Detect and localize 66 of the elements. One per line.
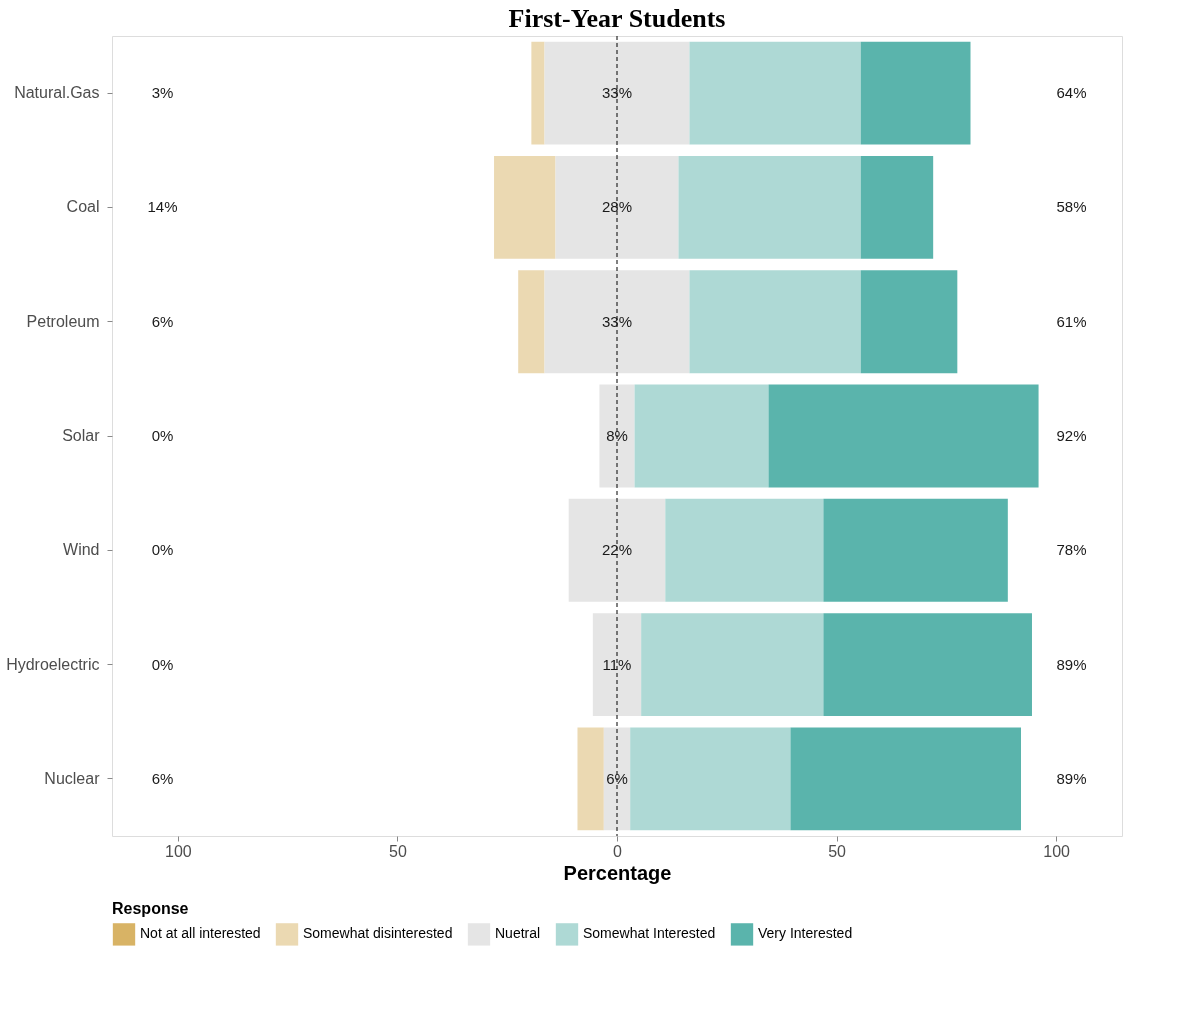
annotation: 92% (1056, 427, 1087, 444)
bar (634, 384, 769, 488)
annotation: 3% (151, 84, 174, 102)
y-tick-label: Solar (62, 427, 101, 444)
legend-label: Somewhat Interested (583, 925, 716, 942)
annotation: 0% (151, 541, 174, 559)
bar (641, 613, 824, 716)
y-tick-label: Petroleum (26, 312, 100, 330)
bar (630, 727, 791, 831)
bar (665, 498, 824, 602)
legend-label: Somewhat disinterested (303, 925, 453, 942)
bar (603, 727, 631, 831)
y-tick-label: Coal (66, 198, 100, 216)
annotation: 58% (1056, 198, 1087, 216)
y-tick-label: Hydroelectric (6, 655, 100, 673)
annotation: 6% (151, 769, 174, 787)
bar (544, 270, 690, 374)
annotation: 6% (151, 312, 174, 330)
legend-title: Response (112, 900, 189, 917)
data-label: 6% (606, 769, 628, 787)
bar (531, 41, 545, 145)
bar (599, 384, 635, 488)
bar (790, 727, 1021, 831)
annotation: 78% (1056, 541, 1087, 559)
data-label: 33% (601, 312, 633, 330)
bar (518, 270, 545, 374)
annotation: 89% (1056, 769, 1087, 787)
bar (823, 498, 1008, 602)
bar (860, 156, 934, 259)
data-label: 33% (601, 84, 633, 102)
bar (577, 727, 604, 831)
bar (860, 270, 958, 374)
y-tick-label: Wind (63, 541, 100, 559)
chart-title: First-Year Students (508, 3, 726, 33)
annotation: 61% (1056, 312, 1087, 330)
bar (568, 498, 666, 602)
annotation: 89% (1056, 655, 1087, 673)
bar (555, 156, 679, 259)
annotation: 0% (151, 655, 174, 673)
x-tick-label: 50 (389, 842, 407, 860)
data-label: 11% (602, 655, 632, 673)
legend-label: Not at all interested (140, 925, 261, 942)
legend-label: Very Interested (758, 925, 853, 942)
x-tick-label: 0 (613, 842, 623, 860)
y-tick-label: Natural.Gas (14, 84, 100, 102)
bar (689, 41, 861, 145)
bar (768, 384, 1039, 488)
y-tick-label: Nuclear (44, 769, 101, 787)
data-label: 8% (606, 427, 628, 444)
bar (823, 613, 1032, 716)
bar (544, 41, 690, 145)
data-label: 22% (601, 541, 633, 559)
annotation: 14% (147, 198, 178, 216)
x-tick-label: 100 (165, 842, 192, 860)
data-label: 28% (601, 198, 633, 216)
annotation: 0% (151, 427, 174, 444)
x-tick-label: 50 (828, 842, 847, 860)
bar (592, 613, 642, 716)
bar (860, 41, 971, 145)
bar (689, 270, 861, 374)
bar (678, 156, 861, 259)
annotation: 64% (1056, 84, 1087, 102)
x-tick-label: 100 (1043, 842, 1071, 860)
bar (494, 156, 556, 259)
legend-label: Nuetral (495, 925, 541, 942)
x-axis-title: Percentage (563, 861, 672, 884)
